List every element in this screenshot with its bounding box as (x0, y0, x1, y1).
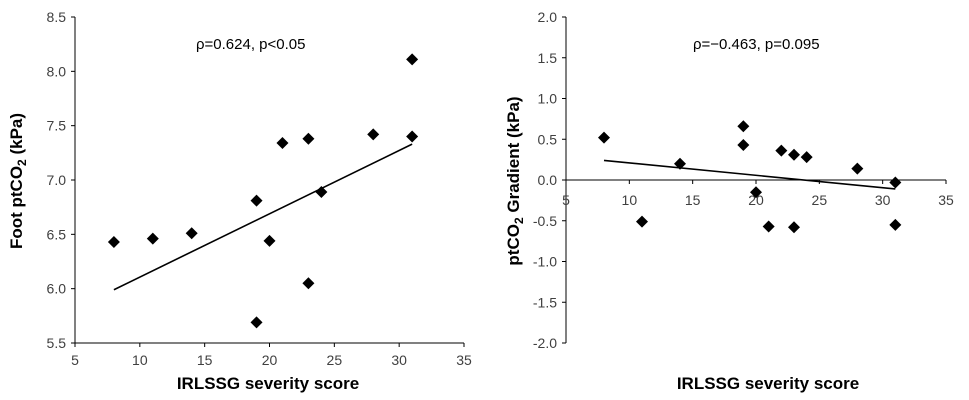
y-tick-label: 0.5 (538, 131, 558, 147)
data-point (302, 277, 315, 290)
data-point (367, 128, 380, 141)
x-tick-label: 10 (622, 192, 638, 208)
x-tick-label: 20 (262, 352, 278, 368)
x-tick-label: 5 (562, 192, 570, 208)
data-point (762, 220, 775, 233)
data-point (889, 176, 902, 189)
data-point (276, 137, 289, 150)
trend-line (113, 143, 413, 291)
data-point (598, 131, 610, 144)
trend-line (603, 159, 896, 190)
chart-1: 5.5 6.0 6.5 7.0 7.5 8.0 8.5 5 10 15 20 25 30 35 ρ=0.62… (7, 9, 472, 393)
x-tick-label: 20 (748, 192, 764, 208)
data-point (406, 130, 419, 143)
data-point (737, 138, 750, 151)
data-point (851, 162, 864, 175)
x-axis-title: IRLSSG severity score (677, 374, 859, 393)
data-point (737, 120, 750, 133)
y-tick-label: 7.5 (47, 118, 67, 134)
x-tick-label: 5 (71, 352, 79, 368)
data-point (788, 221, 800, 234)
data-point (636, 215, 648, 228)
y-tick-label: 2.0 (538, 9, 558, 25)
y-tick-label: 8.5 (47, 9, 67, 25)
data-point (302, 132, 315, 145)
chart-2: -2.0 -1.5 -1.0 -0.5 0.0 0.5 1.0 1.5 2.0 5 10 15 20 25… (504, 9, 954, 393)
y-axis-title-subscript: 2 (512, 217, 526, 224)
data-point (406, 53, 419, 66)
y-axis-title-subscript: 2 (15, 159, 29, 166)
data-point (889, 218, 902, 231)
y-axis-title: Foot ptCO2 (kPa) (7, 113, 29, 249)
y-axis-title-main: ptCO (504, 224, 523, 266)
data-point (146, 232, 159, 245)
y-tick-label: -1.0 (533, 254, 557, 270)
x-tick-label: 35 (456, 352, 472, 368)
y-tick-label: 6.0 (47, 281, 67, 297)
y-tick-label: 5.5 (47, 335, 67, 351)
data-point (315, 185, 328, 198)
data-point (800, 151, 813, 164)
x-tick-label: 30 (391, 352, 407, 368)
y-tick-label: 1.0 (538, 91, 558, 107)
data-point (185, 227, 198, 240)
data-point (674, 157, 686, 170)
data-point (788, 148, 800, 161)
data-point (263, 234, 276, 247)
x-tick-label: 30 (875, 192, 891, 208)
correlation-annotation: ρ=0.624, p<0.05 (196, 36, 305, 53)
y-axis-title-unit: (kPa) (7, 113, 26, 159)
data-point (107, 235, 120, 248)
x-tick-label: 25 (812, 192, 828, 208)
data-point (250, 316, 263, 329)
y-tick-label: -1.5 (533, 294, 557, 310)
y-axis-title: ptCO2 Gradient (kPa) (504, 96, 526, 265)
x-tick-label: 10 (132, 352, 148, 368)
x-tick-label: 35 (938, 192, 954, 208)
y-tick-label: 7.0 (47, 172, 67, 188)
x-axis-title: IRLSSG severity score (177, 374, 359, 393)
y-tick-label: -0.5 (533, 213, 557, 229)
y-axis-title-main: Foot ptCO (7, 166, 26, 249)
y-tick-label: -2.0 (533, 335, 557, 351)
y-tick-label: 8.0 (47, 63, 67, 79)
y-tick-label: 1.5 (538, 50, 558, 66)
x-tick-label: 15 (197, 352, 213, 368)
correlation-annotation: ρ=−0.463, p=0.095 (693, 36, 820, 53)
x-tick-label: 25 (327, 352, 343, 368)
data-point (775, 144, 788, 157)
data-point (250, 194, 263, 207)
y-tick-label: 0.0 (538, 172, 558, 188)
y-tick-label: 6.5 (47, 226, 67, 242)
x-tick-label: 15 (685, 192, 701, 208)
y-axis-title-unit: Gradient (kPa) (504, 96, 523, 217)
data-point (750, 186, 762, 199)
